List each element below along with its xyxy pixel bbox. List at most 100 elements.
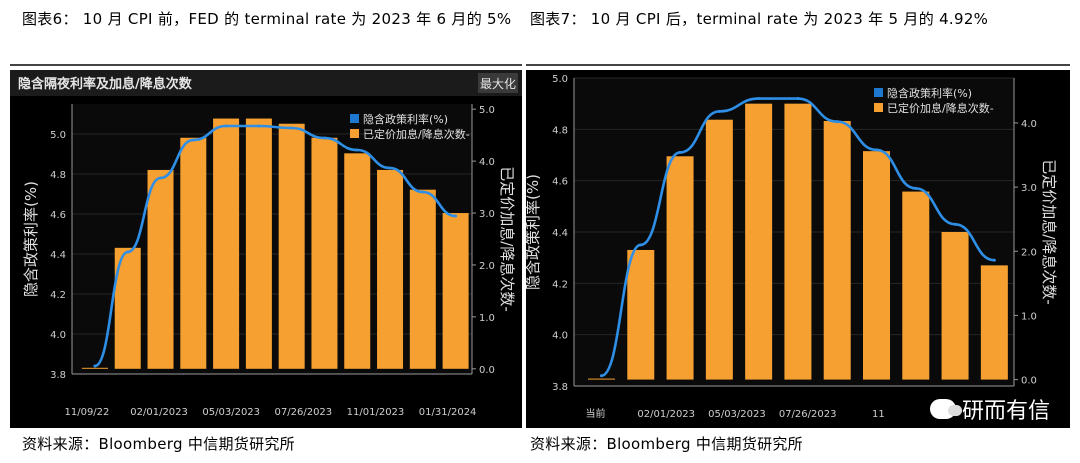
rate-point bbox=[875, 148, 878, 152]
bar bbox=[902, 191, 930, 380]
rate-point bbox=[159, 176, 163, 180]
rate-point bbox=[757, 97, 761, 101]
rate-point bbox=[992, 258, 996, 262]
legend-swatch-bar bbox=[350, 129, 359, 138]
rate-point bbox=[835, 120, 839, 124]
bar bbox=[745, 103, 773, 380]
y-tick-label: 4.6 bbox=[50, 210, 66, 221]
y-tick-label: 4.4 bbox=[552, 228, 568, 239]
rate-point bbox=[355, 148, 359, 152]
y2-tick-label: 1.0 bbox=[1021, 311, 1037, 322]
bar bbox=[180, 137, 207, 369]
y2-tick-label: 2.0 bbox=[479, 261, 495, 272]
bar bbox=[245, 118, 272, 369]
chart-right: 3.8 4.0 4.2 4.4 4.6 4.8 5.0 0.0 1.0 2.0 3.0 4.0 隐含政策… bbox=[526, 74, 1058, 420]
legend-label-bar: 已定价加息/降息次数- bbox=[363, 127, 470, 141]
bar bbox=[941, 232, 969, 380]
bar bbox=[409, 189, 436, 369]
bar bbox=[588, 378, 615, 380]
y2-tick-label: 4.0 bbox=[479, 157, 495, 168]
y2-tick-label: 4.0 bbox=[1021, 119, 1037, 130]
caption-rule-right bbox=[526, 64, 1070, 66]
x-tick-label: 当前 bbox=[586, 407, 606, 420]
y-tick-label: 4.0 bbox=[50, 330, 66, 341]
bar bbox=[823, 120, 851, 380]
bar bbox=[377, 169, 404, 369]
x-tick-label: 05/03/2023 bbox=[708, 409, 766, 420]
watermark-text: 研而有信 bbox=[961, 399, 1050, 424]
bar bbox=[442, 213, 469, 369]
bar bbox=[81, 367, 108, 369]
x-tick-label: 05/03/2023 bbox=[202, 407, 260, 418]
caption-rule-left bbox=[10, 64, 522, 66]
y2-axis-label: 已定价加息/降息次数- bbox=[498, 166, 516, 311]
y-tick-label: 3.8 bbox=[50, 370, 66, 381]
y2-tick-label: 2.0 bbox=[1021, 247, 1037, 258]
rate-point bbox=[224, 124, 228, 128]
rate-point bbox=[388, 166, 392, 170]
title-bar bbox=[10, 70, 522, 96]
legend-swatch-line bbox=[350, 114, 359, 123]
bar bbox=[278, 123, 305, 369]
rate-point bbox=[678, 150, 682, 154]
y2-tick-label: 5.0 bbox=[479, 105, 495, 116]
legend-label-line: 隐含政策利率(%) bbox=[363, 112, 448, 126]
bar bbox=[627, 249, 655, 380]
rate-point bbox=[126, 250, 130, 254]
source-right: 资料来源：Bloomberg 中信期货研究所 bbox=[530, 435, 803, 453]
rate-point bbox=[93, 364, 97, 368]
rate-point bbox=[454, 214, 458, 218]
y2-axis-label: 已定价加息/降息次数- bbox=[1040, 159, 1058, 304]
x-tick-label: 01/31/2024 bbox=[419, 407, 477, 418]
y-tick-label: 4.8 bbox=[552, 125, 568, 136]
bar bbox=[344, 153, 371, 369]
rate-point bbox=[600, 374, 603, 378]
y2-tick-label: 1.0 bbox=[479, 313, 495, 324]
bar bbox=[147, 169, 174, 369]
y-axis-label: 隐含政策利率(%) bbox=[526, 174, 542, 290]
y2-tick-label: 3.0 bbox=[479, 209, 495, 220]
chart-title: 隐含隔夜利率及加息/降息次数 bbox=[18, 76, 193, 92]
chart-panel-left: 隐含隔夜利率及加息/降息次数 最大化 3.8 4.0 4.2 4.4 4.6 4.8 5.0 0.… bbox=[10, 70, 522, 428]
figure-caption-right: 图表7： 10 月 CPI 后，terminal rate 为 2023 年 5… bbox=[530, 10, 989, 28]
y-tick-label: 4.8 bbox=[50, 170, 66, 181]
bar bbox=[666, 156, 694, 380]
wechat-icon bbox=[929, 399, 962, 419]
x-tick-label: 02/01/2023 bbox=[637, 409, 695, 420]
rate-point bbox=[421, 190, 425, 194]
legend-label-line: 隐含政策利率(%) bbox=[887, 86, 972, 100]
watermark: 研而有信 bbox=[929, 393, 1050, 425]
rate-point bbox=[290, 126, 294, 130]
chart-left: 隐含隔夜利率及加息/降息次数 最大化 3.8 4.0 4.2 4.4 4.6 4.8 5.0 0.… bbox=[10, 70, 522, 418]
maximize-box bbox=[478, 73, 518, 93]
y-axis-label: 隐含政策利率(%) bbox=[22, 181, 40, 297]
x-tick-label: 07/26/2023 bbox=[779, 409, 837, 420]
chart-panel-right: 3.8 4.0 4.2 4.4 4.6 4.8 5.0 0.0 1.0 2.0 3.0 4.0 隐含政策… bbox=[526, 70, 1070, 428]
rate-point bbox=[257, 124, 261, 128]
y-tick-label: 4.4 bbox=[50, 250, 66, 261]
bar bbox=[980, 265, 1008, 380]
figure-caption-left: 图表6： 10 月 CPI 前，FED 的 terminal rate 为 20… bbox=[22, 10, 512, 28]
rate-point bbox=[914, 186, 918, 190]
legend-swatch-line bbox=[874, 88, 883, 97]
rate-point bbox=[796, 97, 800, 101]
bar bbox=[863, 151, 890, 380]
rate-line bbox=[600, 97, 995, 378]
x-tick-label: 11/09/22 bbox=[64, 407, 109, 418]
legend-swatch-bar bbox=[874, 103, 883, 112]
x-tick-label: 11 bbox=[872, 409, 885, 420]
y-tick-label: 5.0 bbox=[552, 74, 568, 85]
y-tick-label: 4.0 bbox=[552, 331, 568, 342]
y-tick-label: 4.2 bbox=[552, 279, 568, 290]
y-tick-label: 4.2 bbox=[50, 290, 66, 301]
x-tick-label: 11/01/2023 bbox=[347, 407, 405, 418]
x-tick-label: 02/01/2023 bbox=[130, 407, 188, 418]
x-tick-label: 07/26/2023 bbox=[275, 407, 333, 418]
bar bbox=[784, 103, 812, 380]
rate-point bbox=[717, 109, 721, 113]
maximize-label: 最大化 bbox=[480, 77, 516, 91]
y-tick-label: 5.0 bbox=[50, 130, 66, 141]
rate-point bbox=[322, 136, 326, 140]
source-left: 资料来源：Bloomberg 中信期货研究所 bbox=[22, 435, 295, 453]
y-tick-label: 4.6 bbox=[552, 177, 568, 188]
